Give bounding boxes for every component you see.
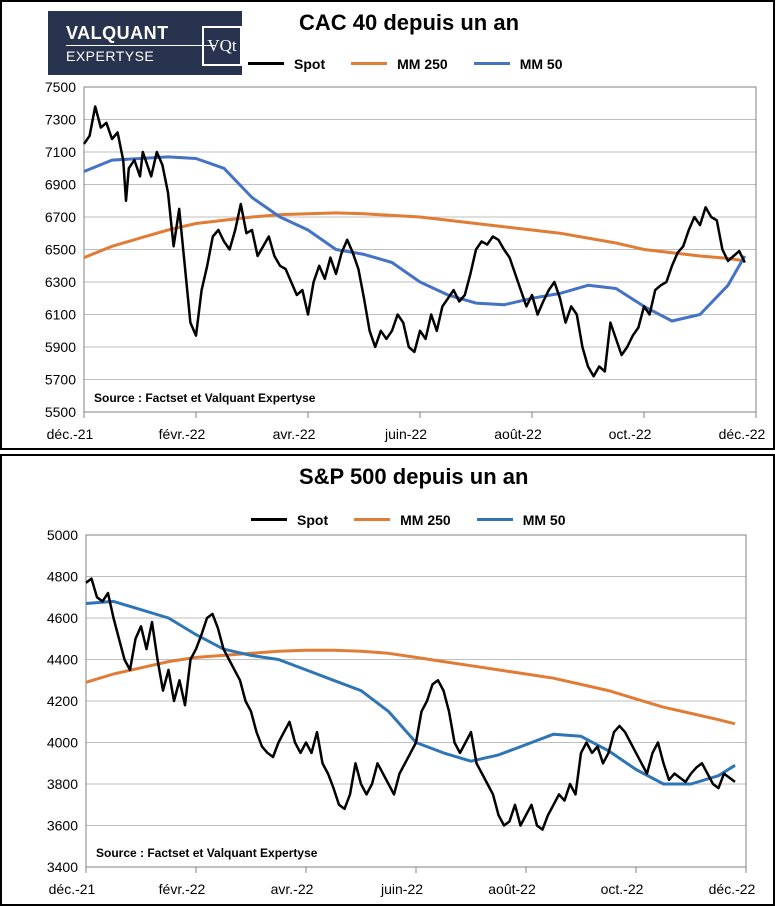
cac40-ytick-label: 6700: [45, 209, 76, 225]
cac40-xtick-label: déc.-21: [47, 426, 94, 442]
sp500-ytick-label: 4800: [47, 569, 78, 585]
cac40-series-spot: [82, 105, 746, 378]
cac40-source-note: Source : Factset et Valquant Expertyse: [94, 391, 316, 405]
legend-swatch: [354, 518, 391, 521]
cac40-series-mm-250: [83, 211, 746, 263]
legend-label: Spot: [294, 55, 326, 72]
cac40-panel: VALQUANT EXPERTYSE VQt CAC 40 depuis un …: [0, 0, 775, 450]
sp500-xtick-label: févr.-22: [159, 881, 206, 897]
cac40-ytick-label: 6900: [45, 177, 76, 193]
cac40-ytick-label: 6100: [45, 307, 76, 323]
sp500-chart: 3400 3600 3800 4000 4200 4400 4600 4800 5000 déc.…: [47, 527, 756, 897]
sp500-series-mm-250: [85, 648, 736, 726]
legend-swatch: [476, 518, 513, 521]
cac40-ytick-label: 7300: [45, 112, 76, 128]
sp500-series-spot: [85, 577, 736, 831]
legend-swatch: [473, 62, 510, 65]
legend-item-mm-250: MM 250: [354, 512, 451, 528]
legend-item-spot: Spot: [248, 56, 325, 72]
cac40-ytick-label: 5500: [45, 404, 76, 420]
sp500-source-note: Source : Factset et Valquant Expertyse: [96, 846, 318, 860]
sp500-ytick-label: 4000: [47, 735, 78, 751]
sp500-xtick-label: oct.-22: [601, 881, 644, 897]
sp500-ytick-label: 4600: [47, 610, 78, 626]
sp500-xtick-label: avr.-22: [271, 881, 314, 897]
cac40-title: CAC 40 depuis un an: [299, 10, 520, 35]
cac40-xtick-label: août-22: [494, 426, 542, 442]
sp500-ytick-label: 3600: [47, 818, 78, 834]
valquant-logo: VALQUANT EXPERTYSE VQt: [48, 11, 242, 75]
sp500-ytick-label: 4400: [47, 652, 78, 668]
cac40-xtick-label: févr.-22: [159, 426, 206, 442]
legend-label: Spot: [297, 511, 329, 528]
sp500-xtick-label: déc.-22: [709, 881, 756, 897]
cac40-xtick-label: oct.-22: [609, 426, 652, 442]
cac40-ytick-label: 6500: [45, 242, 76, 258]
legend-swatch: [351, 62, 388, 65]
legend-item-spot: Spot: [251, 512, 328, 528]
cac40-chart: 5500 5700 5900 6100 6300 6500 6700 6900 7100 7300…: [45, 79, 766, 442]
legend-item-mm-50: MM 50: [473, 55, 563, 72]
sp500-ytick-label: 4200: [47, 693, 78, 709]
legend-label: MM 250: [397, 55, 448, 72]
sp500-xtick-label: déc.-21: [49, 881, 96, 897]
legend-label: MM 50: [519, 55, 563, 72]
cac40-ytick-label: 7100: [45, 144, 76, 160]
legend-item-mm-250: MM 250: [351, 56, 448, 72]
legend-label: MM 250: [400, 511, 451, 528]
sp500-title: S&P 500 depuis un an: [299, 464, 529, 489]
legend-label: MM 50: [522, 511, 566, 528]
cac40-ytick-label: 5700: [45, 372, 76, 388]
cac40-legend: Spot MM 250 MM 50: [248, 52, 588, 72]
sp500-legend: Spot MM 250 MM 50: [251, 508, 591, 528]
cac40-ytick-label: 6300: [45, 274, 76, 290]
cac40-xtick-label: déc.-22: [719, 426, 766, 442]
legend-swatch: [248, 62, 284, 65]
cac40-ytick-label: 7500: [45, 79, 76, 95]
cac40-ytick-label: 5900: [45, 339, 76, 355]
sp500-ytick-label: 3400: [47, 859, 78, 875]
cac40-xtick-label: avr.-22: [273, 426, 316, 442]
sp500-ytick-label: 3800: [47, 776, 78, 792]
legend-swatch: [251, 518, 287, 521]
cac40-xtick-label: juin-22: [384, 426, 427, 442]
sp500-ytick-label: 5000: [47, 527, 78, 543]
sp500-xtick-label: juin-22: [380, 881, 423, 897]
sp500-panel: S&P 500 depuis un an Spot MM 250 MM 50 340…: [0, 454, 775, 906]
legend-item-mm-50: MM 50: [476, 511, 566, 528]
sp500-xtick-label: août-22: [488, 881, 536, 897]
